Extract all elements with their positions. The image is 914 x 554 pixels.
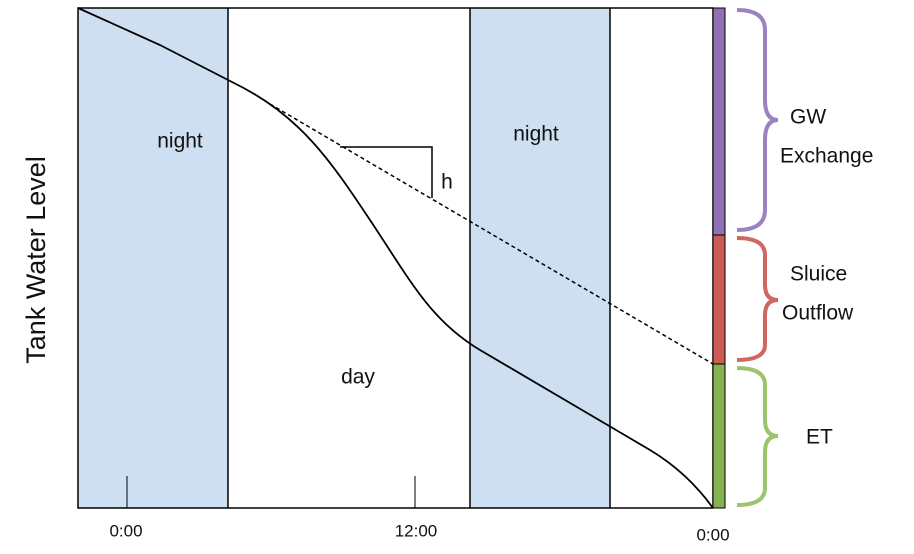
et-bracket xyxy=(736,366,779,507)
component-label: Outflow xyxy=(782,302,854,325)
slope-triangle xyxy=(340,146,433,198)
x-tick-label: 0:00 xyxy=(109,521,142,540)
region-label: night xyxy=(157,130,203,153)
night-band xyxy=(78,8,228,508)
component-label: Exchange xyxy=(780,145,873,168)
region-label: night xyxy=(513,123,559,146)
x-tick-label: 12:00 xyxy=(395,521,438,540)
component-label: Sluice xyxy=(790,263,847,286)
x-tick-label: 0:00 xyxy=(696,525,729,544)
et-bar xyxy=(712,363,726,509)
water-level-curve xyxy=(77,7,714,509)
region-label: day xyxy=(341,366,375,389)
annotation: h xyxy=(441,171,453,194)
gw-bar xyxy=(712,7,726,236)
night-band xyxy=(470,8,610,508)
component-label: ET xyxy=(806,426,833,449)
gw-bracket xyxy=(736,8,779,232)
y-axis-label: Tank Water Level xyxy=(21,156,51,364)
sluice-bracket xyxy=(736,236,779,362)
component-label: GW xyxy=(790,106,826,129)
sluice-bar xyxy=(712,234,726,365)
